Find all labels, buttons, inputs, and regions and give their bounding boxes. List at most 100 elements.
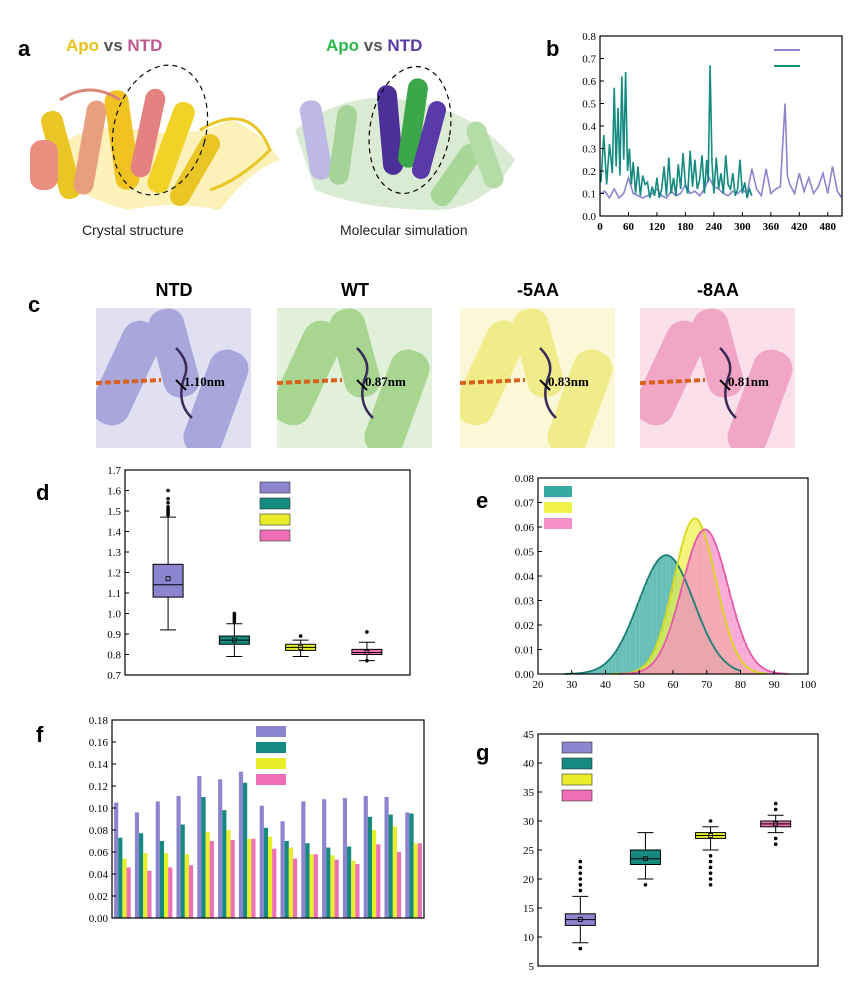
bar bbox=[417, 843, 422, 918]
histogram-bar bbox=[767, 671, 771, 674]
histogram-bar bbox=[635, 604, 640, 674]
y-tick-label: 0.02 bbox=[89, 891, 108, 903]
y-tick-label: 35 bbox=[523, 787, 535, 799]
molecular-simulation-caption: Molecular simulation bbox=[340, 222, 468, 238]
mean-marker bbox=[364, 650, 370, 655]
x-tick-label: 300 bbox=[734, 221, 751, 233]
bar bbox=[367, 816, 372, 918]
apo-vs-ntd-simulation-title: Apo vs NTD bbox=[326, 36, 422, 56]
legend-swatch bbox=[544, 502, 572, 513]
histogram-bar bbox=[649, 571, 653, 674]
histogram-bar bbox=[760, 667, 765, 674]
apo-label: Apo bbox=[66, 36, 100, 55]
y-tick-label: 0.02 bbox=[515, 620, 534, 632]
snapshot-title: NTD bbox=[155, 280, 193, 300]
distance-label: 0.81nm bbox=[728, 374, 769, 389]
bar bbox=[413, 843, 418, 918]
histogram-bar bbox=[686, 563, 690, 674]
panel-label-d: d bbox=[36, 480, 50, 505]
y-tick-label: 25 bbox=[523, 845, 535, 857]
outlier-point bbox=[578, 888, 583, 893]
y-tick-label: 0.16 bbox=[89, 737, 109, 749]
mean-marker bbox=[298, 644, 304, 650]
y-tick-label: 0.8 bbox=[582, 31, 596, 43]
bar bbox=[396, 852, 402, 918]
outlier-point bbox=[578, 865, 583, 870]
bar bbox=[280, 821, 285, 918]
histogram-bar bbox=[608, 658, 613, 674]
legend-swatch bbox=[544, 486, 572, 497]
y-tick-label: 0.00 bbox=[515, 669, 535, 681]
bar bbox=[168, 867, 173, 918]
x-tick-label: 480 bbox=[820, 221, 837, 233]
y-tick-label: 1.4 bbox=[107, 527, 121, 539]
snapshot-image bbox=[277, 308, 432, 448]
legend-swatch bbox=[256, 758, 286, 769]
x-tick-label: 100 bbox=[800, 679, 817, 691]
bar bbox=[301, 801, 306, 918]
y-tick-label: 0.6 bbox=[582, 76, 596, 88]
legend-swatch bbox=[561, 757, 593, 770]
bar bbox=[351, 860, 356, 918]
legend-swatch bbox=[561, 789, 593, 802]
histogram-bar bbox=[659, 650, 663, 674]
bar bbox=[376, 844, 381, 918]
snapshot-title: WT bbox=[341, 280, 369, 300]
x-tick-label: 70 bbox=[701, 679, 713, 691]
series-line-ntd bbox=[600, 65, 753, 199]
y-tick-label: 0.00 bbox=[89, 913, 109, 925]
y-tick-label: 0.4 bbox=[582, 121, 596, 133]
bar bbox=[180, 824, 185, 918]
y-tick-label: 15 bbox=[523, 903, 535, 915]
bar bbox=[288, 847, 293, 918]
bar bbox=[330, 855, 335, 918]
bar bbox=[139, 833, 144, 918]
histogram-bar bbox=[733, 613, 738, 674]
outlier-point bbox=[166, 496, 170, 501]
apo-vs-ntd-crystal-title: Apo vs NTD bbox=[66, 36, 162, 56]
bar bbox=[218, 779, 223, 918]
y-tick-label: 0.18 bbox=[89, 715, 109, 727]
snapshot-image bbox=[96, 308, 251, 448]
y-tick-label: 0.08 bbox=[515, 473, 535, 485]
bar bbox=[272, 848, 277, 918]
outlier-point bbox=[643, 883, 648, 887]
outlier-point bbox=[708, 883, 713, 887]
mean-marker bbox=[773, 821, 779, 827]
legend-swatch bbox=[561, 741, 593, 754]
histogram-bar bbox=[703, 529, 707, 674]
y-tick-label: 45 bbox=[523, 729, 535, 741]
histogram-bar bbox=[770, 672, 775, 674]
histogram-bar bbox=[595, 668, 599, 674]
outlier-point bbox=[773, 807, 778, 812]
histogram-bar bbox=[723, 576, 727, 674]
y-tick-label: 0.01 bbox=[515, 645, 534, 657]
histogram-bar bbox=[716, 552, 721, 674]
histogram-bar bbox=[747, 650, 751, 674]
crystal-structure-image bbox=[30, 64, 280, 210]
bar bbox=[355, 864, 360, 918]
bar bbox=[147, 870, 152, 918]
legend-swatch bbox=[256, 742, 286, 753]
bar bbox=[205, 832, 210, 918]
outlier-point bbox=[578, 877, 583, 881]
rmsf-line-chart: 0.0 0.1 0.2 0.3 0.4 0.5 0.6 0.7 0.8 0 60 120 180 240 3… bbox=[582, 31, 843, 233]
bar bbox=[197, 776, 202, 918]
y-tick-label: 0.8 bbox=[107, 650, 121, 662]
outlier-point bbox=[365, 658, 369, 663]
histogram-bar bbox=[632, 613, 636, 674]
y-tick-label: 1.5 bbox=[107, 506, 121, 518]
snapshot-title: -5AA bbox=[516, 280, 559, 300]
histogram-bar bbox=[700, 531, 704, 674]
legend-swatch bbox=[561, 773, 593, 786]
legend-swatch bbox=[259, 529, 291, 542]
bar bbox=[363, 795, 368, 918]
histogram-bar bbox=[642, 669, 646, 674]
outlier-point bbox=[232, 611, 237, 616]
y-tick-label: 1.2 bbox=[107, 568, 121, 580]
snapshot-image bbox=[460, 308, 615, 448]
bar bbox=[118, 837, 123, 918]
mean-marker bbox=[231, 637, 237, 643]
distance-label: 0.87nm bbox=[365, 374, 406, 389]
histogram-bar bbox=[588, 671, 592, 674]
